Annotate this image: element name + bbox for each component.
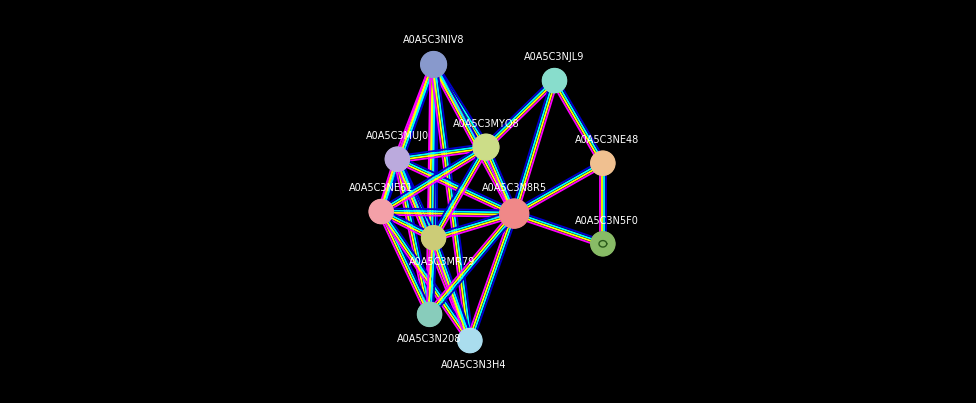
Text: A0A5C3NIV8: A0A5C3NIV8 <box>403 35 465 45</box>
Circle shape <box>543 69 567 93</box>
Text: A0A5C3NJL9: A0A5C3NJL9 <box>524 52 585 62</box>
Text: A0A5C3MYQ8: A0A5C3MYQ8 <box>453 118 519 129</box>
Text: A0A5C3NE61: A0A5C3NE61 <box>349 183 413 193</box>
Circle shape <box>386 147 409 171</box>
Circle shape <box>590 151 615 175</box>
Circle shape <box>590 232 615 256</box>
Text: A0A5C3N208: A0A5C3N208 <box>397 334 462 344</box>
Text: A0A5C3MR79: A0A5C3MR79 <box>409 257 474 267</box>
Text: A0A5C3N8R5: A0A5C3N8R5 <box>481 183 547 193</box>
Circle shape <box>418 302 442 326</box>
Circle shape <box>369 199 393 224</box>
Circle shape <box>473 134 499 160</box>
Text: A0A5C3MUJ0: A0A5C3MUJ0 <box>366 131 428 141</box>
Circle shape <box>422 226 446 250</box>
Text: A0A5C3N3H4: A0A5C3N3H4 <box>441 360 507 370</box>
Text: A0A5C3N5F0: A0A5C3N5F0 <box>575 216 639 226</box>
Circle shape <box>500 199 529 228</box>
Circle shape <box>458 328 482 353</box>
Circle shape <box>421 52 446 77</box>
Text: A0A5C3NE48: A0A5C3NE48 <box>575 135 639 145</box>
